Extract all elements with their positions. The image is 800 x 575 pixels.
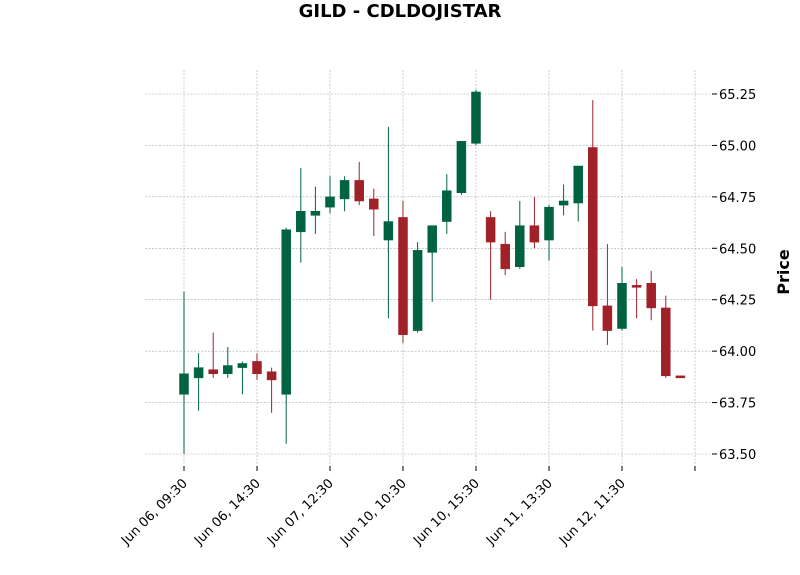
candle-body	[529, 225, 540, 243]
candle	[442, 174, 452, 234]
candle-body	[471, 91, 481, 144]
candle	[237, 361, 248, 395]
x-tick-label: Jun 06, 09:30	[118, 476, 191, 549]
candle	[661, 295, 671, 378]
candle	[573, 165, 583, 222]
candle	[339, 176, 350, 212]
candle-body	[573, 165, 583, 204]
candle-body	[310, 211, 321, 216]
candle-body	[383, 221, 394, 241]
candle	[544, 205, 554, 261]
candle	[325, 176, 335, 214]
candle	[369, 188, 379, 236]
x-tick-label: Jun 12, 11:30	[556, 476, 629, 549]
candle	[675, 375, 686, 379]
candle-body	[369, 198, 379, 210]
candle	[179, 291, 189, 454]
y-tick-label: 64.75	[719, 191, 756, 206]
candle	[471, 89, 481, 146]
y-tick-label: 63.75	[719, 397, 756, 412]
candle-body	[296, 211, 306, 233]
x-tick-label: Jun 10, 10:30	[337, 476, 410, 549]
x-tick-label: Jun 06, 14:30	[191, 476, 264, 549]
candle-body	[675, 375, 686, 379]
candle	[354, 161, 364, 206]
x-tick-label: Jun 07, 12:30	[264, 476, 337, 549]
candle-body	[442, 190, 452, 222]
candle-body	[252, 361, 262, 375]
grid-lines	[145, 70, 710, 466]
candle	[266, 367, 277, 413]
candle-body	[325, 196, 335, 208]
y-tick-label: 65.00	[719, 139, 756, 154]
candle-body	[179, 373, 189, 395]
y-tick-label: 63.50	[719, 448, 756, 463]
candle	[398, 200, 408, 343]
candle	[208, 332, 218, 378]
candle	[558, 184, 569, 216]
candle	[296, 168, 306, 263]
x-tick-label: Jun 11, 13:30	[483, 476, 556, 549]
candle	[310, 186, 321, 234]
candle	[631, 279, 642, 319]
candle	[515, 200, 525, 269]
candle-body	[339, 180, 350, 200]
candle	[485, 211, 496, 300]
x-axis: Jun 06, 09:30 Jun 06, 14:30 Jun 07, 12:30 J…	[118, 466, 696, 549]
candle-body	[544, 206, 554, 241]
candle-body	[223, 365, 233, 375]
candle	[252, 353, 262, 380]
candle	[281, 227, 291, 444]
candle-body	[661, 307, 671, 377]
candle	[529, 196, 540, 249]
candle-body	[398, 217, 408, 335]
y-tick-label: 65.25	[719, 88, 756, 103]
candle-body	[588, 147, 598, 307]
candle	[456, 141, 467, 195]
candle	[383, 126, 394, 319]
candle	[588, 100, 598, 331]
candle-body	[427, 225, 437, 253]
candle-body	[617, 283, 627, 329]
candle-body	[354, 180, 364, 202]
y-tick-label: 64.50	[719, 242, 756, 257]
candle	[500, 231, 510, 276]
candle-body	[500, 243, 510, 270]
candle-body	[558, 200, 569, 206]
candle-body	[646, 283, 656, 309]
candle	[223, 347, 233, 378]
candle-body	[602, 305, 613, 331]
y-axis: 63.50 63.75 64.00 64.25 64.50 64.75 65.00 65.25	[712, 88, 756, 463]
candles	[179, 89, 686, 454]
candle-body	[456, 141, 467, 193]
candle	[427, 225, 437, 302]
candle-body	[485, 217, 496, 243]
y-axis-label: Price	[774, 249, 793, 295]
candle-body	[266, 371, 277, 381]
candle	[646, 270, 656, 321]
candle-body	[631, 285, 642, 288]
y-tick-label: 64.00	[719, 345, 756, 360]
candle	[602, 244, 613, 345]
y-tick-label: 64.25	[719, 294, 756, 309]
candle-body	[208, 369, 218, 375]
candle	[617, 266, 627, 331]
candle-body	[281, 229, 291, 395]
chart-title: GILD - CDLDOJISTAR	[299, 1, 502, 22]
candle	[193, 353, 204, 411]
candle-body	[412, 250, 423, 331]
candle	[412, 242, 423, 333]
candle-body	[237, 363, 248, 368]
candle-body	[193, 367, 204, 379]
x-tick-label: Jun 10, 15:30	[410, 476, 483, 549]
candle-body	[515, 225, 525, 268]
